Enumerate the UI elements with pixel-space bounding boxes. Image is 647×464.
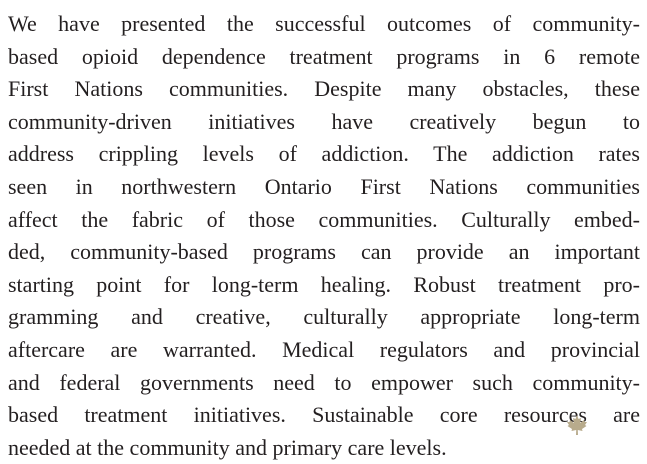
maple-leaf-icon (567, 415, 587, 435)
paragraph: We have presented the successful outcome… (8, 8, 640, 464)
text-line: First Nations communities. Despite many … (8, 76, 640, 102)
text-line: gramming and creative, culturally approp… (8, 304, 640, 330)
text-line: ded, community-based programs can provid… (8, 239, 640, 265)
text-line: and federal governments need to empower … (8, 369, 640, 395)
text-line: starting point for long-term healing. Ro… (8, 271, 640, 297)
text-line: based treatment initiatives. Sustainable… (8, 402, 640, 428)
text-line: community-driven initiatives have creati… (8, 108, 640, 134)
text-line: We have presented the successful outcome… (8, 11, 640, 36)
text-line: affect the fabric of those communities. … (8, 206, 640, 232)
text-line: aftercare are warranted. Medical regulat… (8, 336, 640, 362)
text-line: needed at the community and primary care… (8, 434, 447, 460)
text-line: address crippling levels of addiction. T… (8, 141, 640, 167)
text-line: seen in northwestern Ontario First Natio… (8, 173, 640, 199)
text-line: based opioid dependence treatment progra… (8, 43, 640, 69)
